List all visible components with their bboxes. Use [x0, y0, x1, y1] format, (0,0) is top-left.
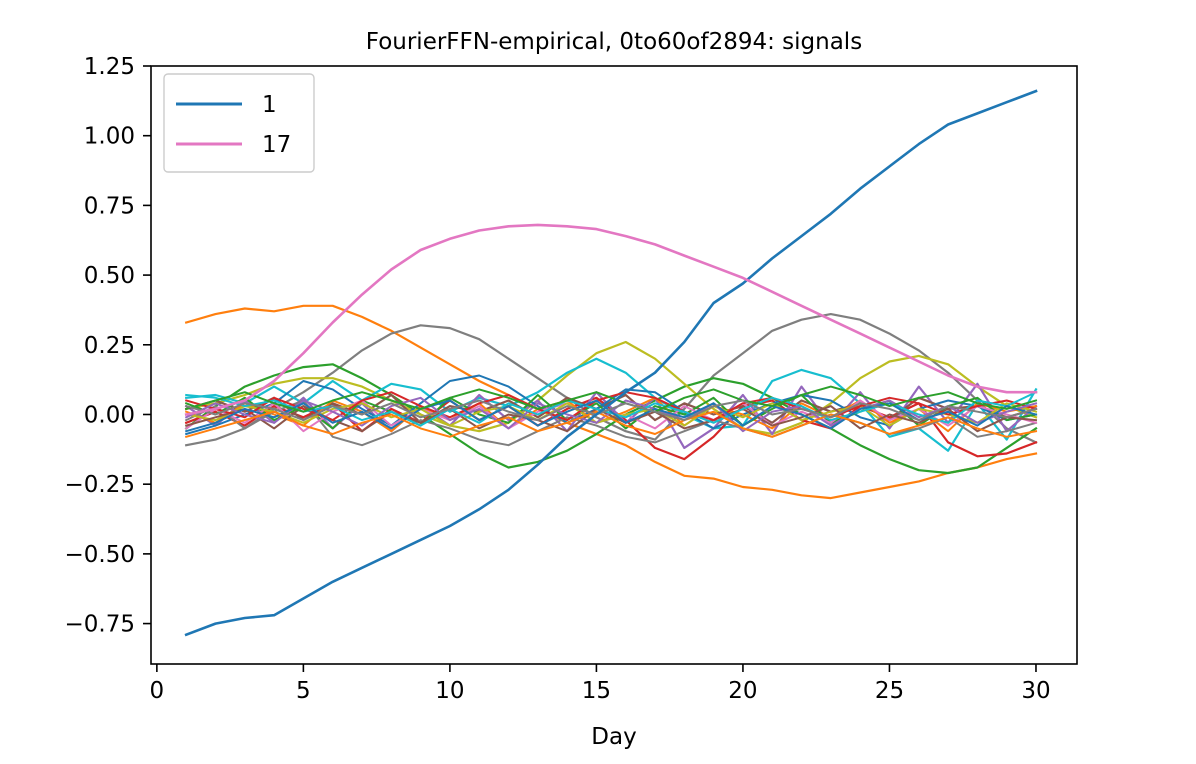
plot-lines — [184, 89, 1038, 637]
series-line-18 — [184, 391, 1038, 422]
legend-label: 17 — [262, 132, 291, 158]
series-line-21 — [184, 399, 1038, 433]
x-axis-label: Day — [591, 724, 636, 750]
series-line-6 — [184, 340, 1038, 436]
x-tick-label: 0 — [150, 678, 165, 704]
series-line-22 — [184, 385, 1038, 413]
chart-title: FourierFFN-empirical, 0to60of2894: signa… — [366, 29, 862, 55]
series-line-5 — [184, 363, 1038, 475]
series-line-24 — [184, 399, 1038, 422]
series-line-23 — [184, 410, 1038, 439]
x-tick-label: 30 — [1021, 678, 1050, 704]
x-axis: 0 5 10 15 20 25 30 — [150, 664, 1051, 704]
x-tick-label: 20 — [728, 678, 757, 704]
y-tick-label: −0.75 — [65, 612, 135, 638]
y-tick-label: −0.50 — [65, 542, 135, 568]
x-tick-label: 10 — [435, 678, 464, 704]
series-line-3 — [184, 304, 1038, 500]
series-line-1 — [184, 89, 1038, 637]
y-tick-label: 0.50 — [84, 263, 135, 289]
legend: 1 17 — [163, 73, 315, 173]
series-line-7 — [185, 357, 1038, 452]
y-tick-label: 0.25 — [84, 333, 135, 359]
y-axis: −0.75 −0.50 −0.25 0.00 0.25 0.50 0.75 1.00 1.25 — [65, 54, 151, 638]
y-tick-label: 0.00 — [84, 402, 135, 428]
y-tick-label: 1.25 — [84, 54, 135, 80]
series-line-2 — [184, 223, 1038, 417]
y-tick-label: 0.75 — [84, 193, 135, 219]
legend-box — [163, 73, 315, 173]
legend-label: 1 — [262, 92, 277, 118]
x-tick-label: 15 — [582, 678, 611, 704]
plot-frame — [150, 65, 1078, 665]
x-tick-label: 25 — [875, 678, 904, 704]
y-tick-label: −0.25 — [65, 472, 135, 498]
series-line-12 — [184, 396, 1038, 433]
y-tick-label: 1.00 — [84, 124, 135, 150]
x-tick-label: 5 — [296, 678, 311, 704]
